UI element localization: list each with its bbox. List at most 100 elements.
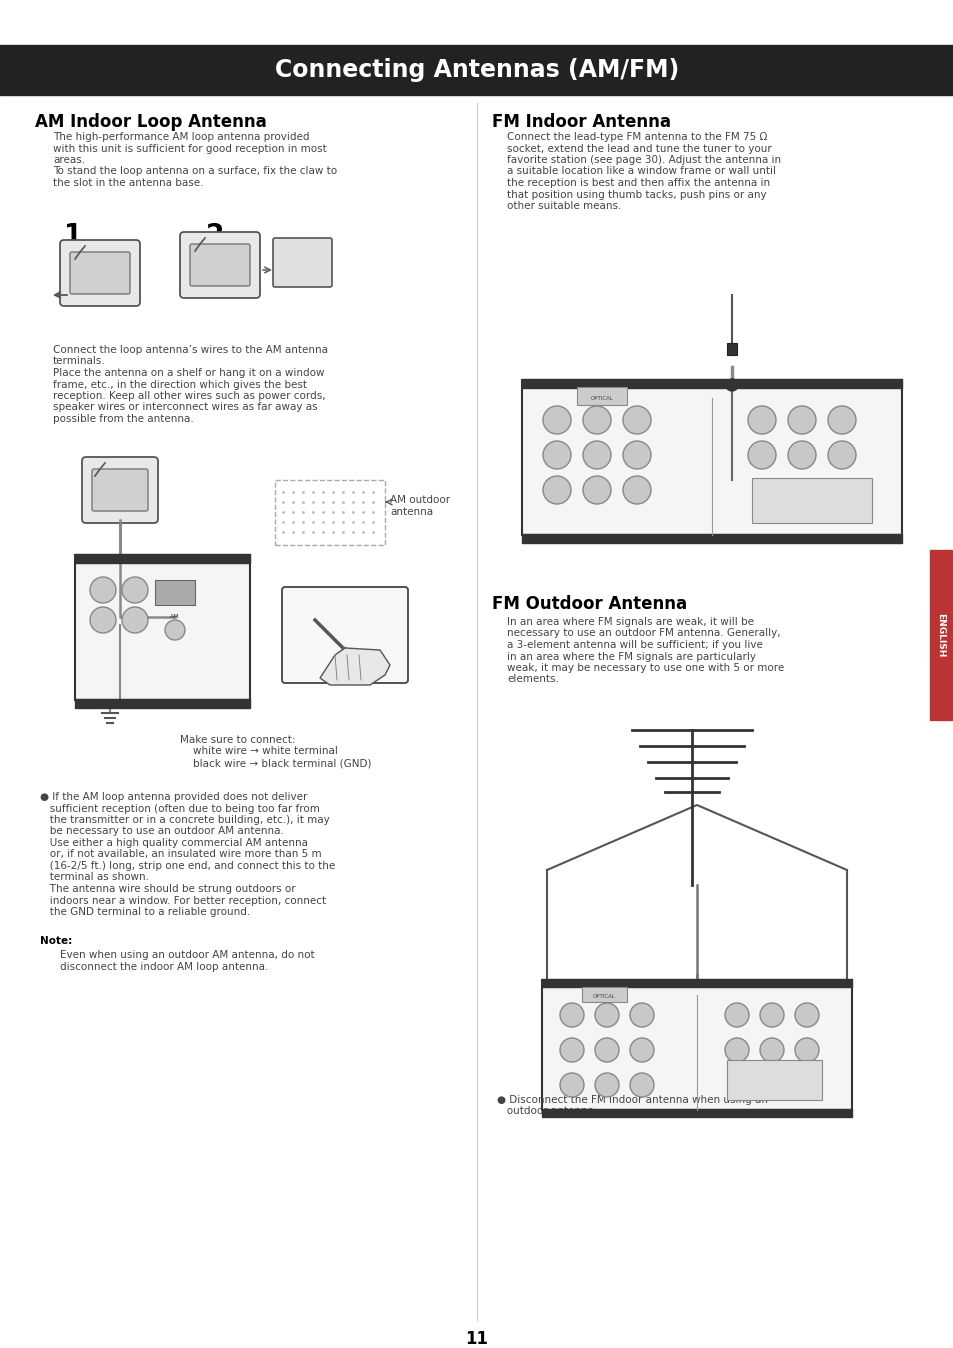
Bar xyxy=(75,554,250,563)
Text: in an area where the FM signals are particularly: in an area where the FM signals are part… xyxy=(506,651,755,662)
Circle shape xyxy=(760,1038,783,1062)
Circle shape xyxy=(90,577,116,603)
Text: Even when using an outdoor AM antenna, do not: Even when using an outdoor AM antenna, d… xyxy=(60,950,314,960)
Bar xyxy=(541,980,851,1109)
Circle shape xyxy=(629,1073,654,1097)
Text: Place the antenna on a shelf or hang it on a window: Place the antenna on a shelf or hang it … xyxy=(53,368,324,377)
Circle shape xyxy=(622,476,650,504)
Text: Make sure to connect:: Make sure to connect: xyxy=(180,735,295,745)
FancyBboxPatch shape xyxy=(190,244,250,286)
Text: possible from the antenna.: possible from the antenna. xyxy=(53,414,193,425)
Text: frame, etc., in the direction which gives the best: frame, etc., in the direction which give… xyxy=(53,380,307,390)
Circle shape xyxy=(794,1038,818,1062)
Circle shape xyxy=(165,620,185,640)
Text: antenna: antenna xyxy=(390,507,433,518)
Bar xyxy=(726,342,737,355)
Text: the GND terminal to a reliable ground.: the GND terminal to a reliable ground. xyxy=(40,907,250,917)
Circle shape xyxy=(595,1003,618,1027)
Circle shape xyxy=(724,1003,748,1027)
Text: OPTICAL: OPTICAL xyxy=(590,396,613,400)
Text: In an area where FM signals are weak, it will be: In an area where FM signals are weak, it… xyxy=(506,617,753,627)
Bar xyxy=(751,479,871,523)
Text: AM: AM xyxy=(170,615,179,620)
Bar xyxy=(726,1060,821,1100)
Text: Connect the lead-type FM antenna to the FM 75 Ω: Connect the lead-type FM antenna to the … xyxy=(506,132,766,142)
Circle shape xyxy=(787,406,815,434)
Text: white wire → white terminal: white wire → white terminal xyxy=(180,747,337,756)
Bar xyxy=(521,380,901,535)
Text: the slot in the antenna base.: the slot in the antenna base. xyxy=(53,178,203,187)
Text: The antenna wire should be strung outdoors or: The antenna wire should be strung outdoo… xyxy=(40,884,295,894)
Text: the transmitter or in a concrete building, etc.), it may: the transmitter or in a concrete buildin… xyxy=(40,816,330,825)
Text: sufficient reception (often due to being too far from: sufficient reception (often due to being… xyxy=(40,803,319,813)
Circle shape xyxy=(622,406,650,434)
Polygon shape xyxy=(319,648,390,685)
Text: reception. Keep all other wires such as power cords,: reception. Keep all other wires such as … xyxy=(53,391,325,400)
Text: socket, extend the lead and tune the tuner to your: socket, extend the lead and tune the tun… xyxy=(506,143,771,154)
Bar xyxy=(75,555,250,700)
Text: other suitable means.: other suitable means. xyxy=(506,201,620,212)
Text: indoors near a window. For better reception, connect: indoors near a window. For better recept… xyxy=(40,895,326,906)
Bar xyxy=(541,1109,851,1117)
Circle shape xyxy=(559,1003,583,1027)
Text: Use either a high quality commercial AM antenna: Use either a high quality commercial AM … xyxy=(40,838,308,848)
FancyBboxPatch shape xyxy=(273,239,332,287)
Text: that position using thumb tacks, push pins or any: that position using thumb tacks, push pi… xyxy=(506,190,766,200)
Text: terminal as shown.: terminal as shown. xyxy=(40,872,149,883)
Text: weak, it may be necessary to use one with 5 or more: weak, it may be necessary to use one wit… xyxy=(506,663,783,673)
Bar xyxy=(154,580,194,605)
Text: a suitable location like a window frame or wall until: a suitable location like a window frame … xyxy=(506,167,775,177)
Text: Connecting Antennas (AM/FM): Connecting Antennas (AM/FM) xyxy=(274,58,679,82)
Circle shape xyxy=(559,1038,583,1062)
Text: the reception is best and then affix the antenna in: the reception is best and then affix the… xyxy=(506,178,769,187)
Circle shape xyxy=(724,1038,748,1062)
Text: 11: 11 xyxy=(465,1330,488,1348)
Text: AM outdoor: AM outdoor xyxy=(390,495,450,506)
Text: outdoor antenna.: outdoor antenna. xyxy=(497,1107,597,1116)
FancyBboxPatch shape xyxy=(91,469,148,511)
Bar xyxy=(274,480,385,545)
Circle shape xyxy=(122,607,148,634)
Circle shape xyxy=(122,577,148,603)
Text: favorite station (see page 30). Adjust the antenna in: favorite station (see page 30). Adjust t… xyxy=(506,155,781,164)
Circle shape xyxy=(827,441,855,469)
Circle shape xyxy=(582,406,610,434)
Circle shape xyxy=(582,476,610,504)
Text: FM Outdoor Antenna: FM Outdoor Antenna xyxy=(492,594,686,613)
Text: speaker wires or interconnect wires as far away as: speaker wires or interconnect wires as f… xyxy=(53,403,317,412)
Text: terminals.: terminals. xyxy=(53,356,106,367)
Text: a 3-element antenna will be sufficient; if you live: a 3-element antenna will be sufficient; … xyxy=(506,640,762,650)
Circle shape xyxy=(787,441,815,469)
Circle shape xyxy=(542,441,571,469)
Circle shape xyxy=(582,441,610,469)
FancyBboxPatch shape xyxy=(180,232,260,298)
Text: or, if not available, an insulated wire more than 5 m: or, if not available, an insulated wire … xyxy=(40,849,321,860)
Text: 2: 2 xyxy=(206,222,224,249)
Text: with this unit is sufficient for good reception in most: with this unit is sufficient for good re… xyxy=(53,143,327,154)
Text: OPTICAL: OPTICAL xyxy=(592,993,615,999)
Text: be necessary to use an outdoor AM antenna.: be necessary to use an outdoor AM antenn… xyxy=(40,826,284,837)
Bar xyxy=(541,979,851,987)
Text: ● If the AM loop antenna provided does not deliver: ● If the AM loop antenna provided does n… xyxy=(40,793,307,802)
Text: 1: 1 xyxy=(64,222,82,249)
Circle shape xyxy=(760,1003,783,1027)
Bar xyxy=(521,534,901,543)
Text: elements.: elements. xyxy=(506,674,558,685)
Circle shape xyxy=(622,441,650,469)
Bar xyxy=(929,550,951,720)
Circle shape xyxy=(559,1073,583,1097)
Text: Connect the loop antenna’s wires to the AM antenna: Connect the loop antenna’s wires to the … xyxy=(53,345,328,355)
Circle shape xyxy=(629,1038,654,1062)
Bar xyxy=(577,387,626,404)
Circle shape xyxy=(542,476,571,504)
Bar xyxy=(521,379,901,388)
Circle shape xyxy=(595,1038,618,1062)
Circle shape xyxy=(90,607,116,634)
Text: Note:: Note: xyxy=(40,937,72,946)
Circle shape xyxy=(629,1003,654,1027)
Bar xyxy=(581,987,626,1002)
Text: ENGLISH: ENGLISH xyxy=(936,613,944,658)
Text: (16-2/5 ft.) long, strip one end, and connect this to the: (16-2/5 ft.) long, strip one end, and co… xyxy=(40,861,335,871)
Circle shape xyxy=(595,1073,618,1097)
FancyBboxPatch shape xyxy=(70,252,130,294)
